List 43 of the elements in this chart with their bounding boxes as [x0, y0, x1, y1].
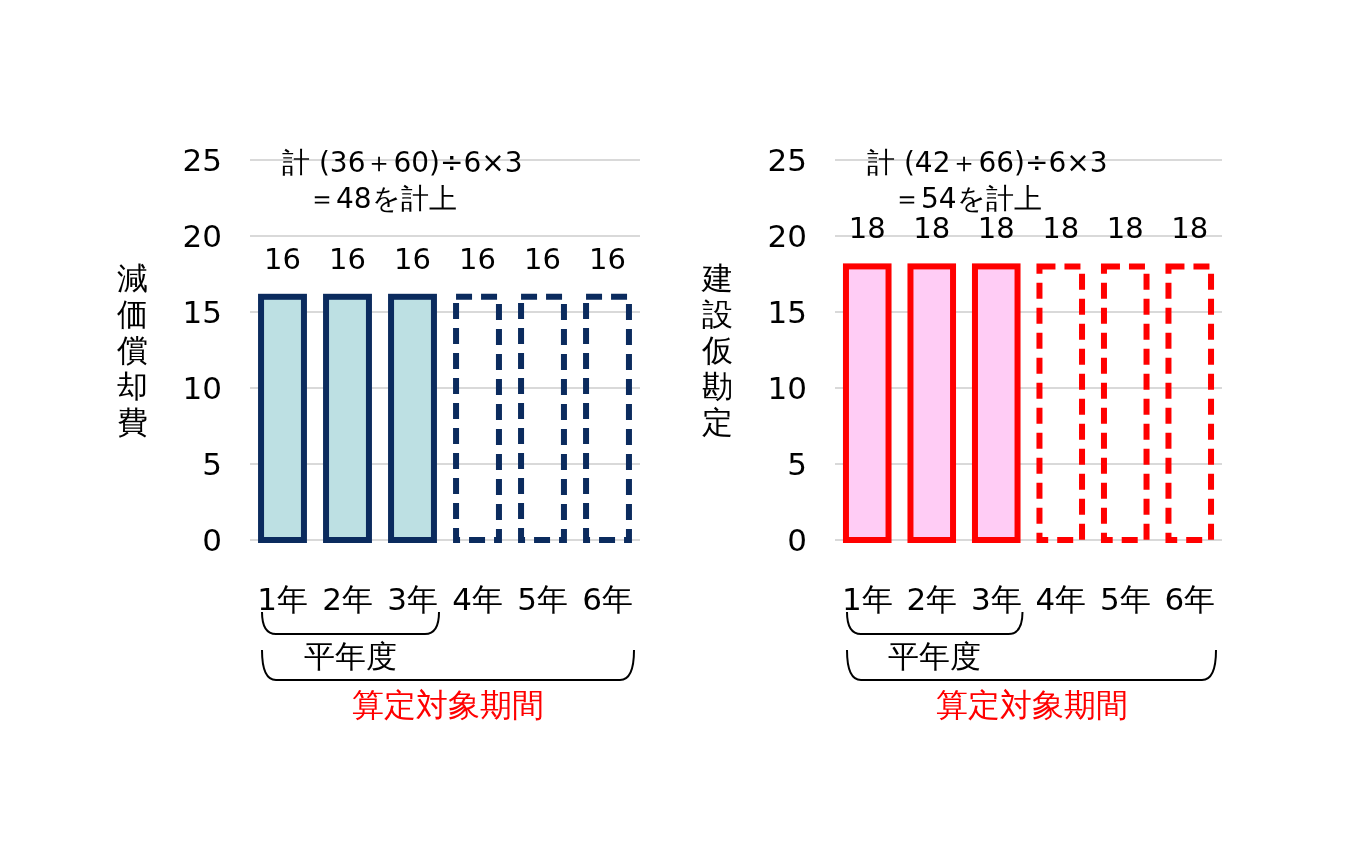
- x-tick-label: 5年: [517, 581, 568, 617]
- x-tick-label: 4年: [1035, 581, 1087, 617]
- x-tick-label: 2年: [322, 581, 373, 617]
- data-label: 18: [848, 211, 886, 246]
- y-tick-label: 5: [202, 446, 222, 482]
- data-label: 18: [1171, 211, 1209, 246]
- y-tick-label: 10: [182, 370, 222, 406]
- text: 算定対象期間: [935, 686, 1128, 724]
- annotation: 計 (42＋66)÷6×3: [867, 146, 1108, 179]
- y-tick-label: 20: [767, 218, 807, 254]
- data-label: 16: [264, 241, 301, 276]
- x-tick-label: 1年: [841, 581, 893, 617]
- x-tick-label: 2年: [906, 581, 958, 617]
- y-tick-label: 25: [182, 142, 222, 178]
- x-tick-label: 3年: [970, 581, 1022, 617]
- x-tick-label: 3年: [387, 581, 438, 617]
- text: 算定対象期間: [352, 686, 544, 724]
- y-tick-label: 10: [767, 370, 807, 406]
- text: 平年度: [888, 638, 982, 674]
- x-tick-label: 6年: [582, 581, 633, 617]
- y-tick-label: 0: [787, 522, 807, 558]
- y-tick-label: 20: [182, 218, 222, 254]
- data-label: 18: [1042, 211, 1080, 246]
- y-tick-label: 5: [787, 446, 807, 482]
- x-tick-label: 5年: [1099, 581, 1151, 617]
- annotation: ＝48を計上: [308, 182, 457, 215]
- y-tick-label: 25: [767, 142, 807, 178]
- x-tick-label: 6年: [1164, 581, 1216, 617]
- data-label: 16: [459, 241, 496, 276]
- x-tick-label: 1年: [257, 581, 308, 617]
- data-label: 16: [589, 241, 626, 276]
- x-tick-label: 4年: [452, 581, 503, 617]
- y-axis-title: 減価償却費: [116, 260, 148, 440]
- y-tick-label: 15: [182, 294, 222, 330]
- y-tick-label: 0: [202, 522, 222, 558]
- data-label: 16: [394, 241, 431, 276]
- text: 平年度: [304, 638, 397, 674]
- y-tick-label: 15: [767, 294, 807, 330]
- annotation: 計 (36＋60)÷6×3: [282, 146, 523, 179]
- y-axis-title: 建設仮勘定: [700, 260, 733, 440]
- data-label: 16: [524, 241, 561, 276]
- data-label: 16: [329, 241, 366, 276]
- data-label: 18: [1106, 211, 1144, 246]
